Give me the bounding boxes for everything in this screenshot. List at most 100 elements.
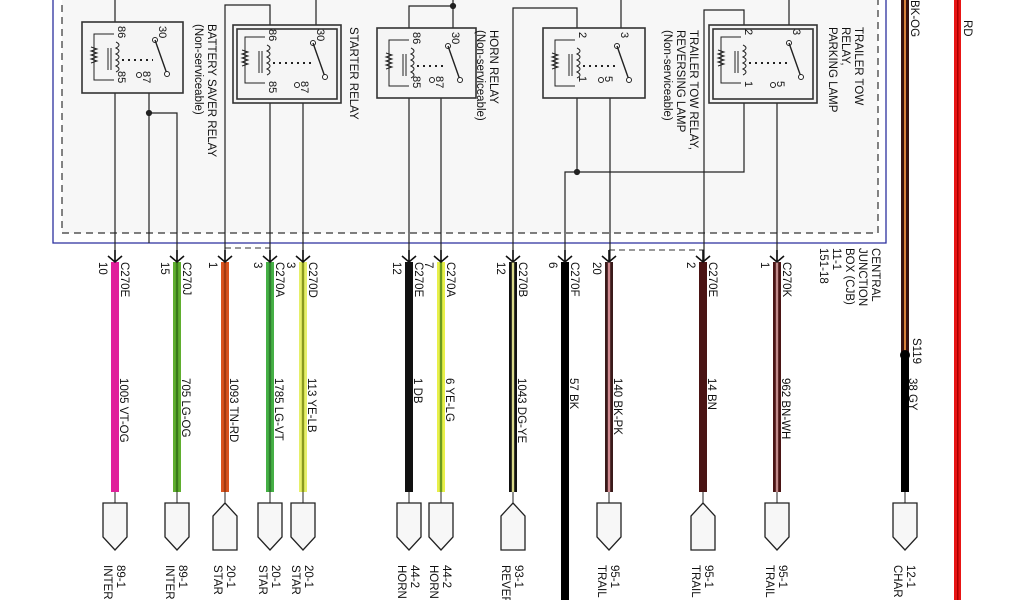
relay-coil-resistor <box>388 39 409 87</box>
destination-name: HORN <box>395 565 407 599</box>
connector-pin-label: 2 <box>684 262 696 268</box>
connector-label: C270F <box>568 262 580 297</box>
junction-box-label-line: CENTRAL <box>869 248 881 302</box>
relay-switch-arm <box>788 42 802 78</box>
destination-arrow-up-icon <box>212 502 238 551</box>
destination-arrow-down-icon <box>428 502 454 551</box>
relay-pin-label: 85 <box>266 81 278 93</box>
connector-pin-label: 1 <box>758 262 770 268</box>
destination-page: 20-1 <box>269 565 281 588</box>
relay-pin-label: 30 <box>156 26 168 38</box>
relay-core <box>258 51 263 73</box>
connector-label: C270B <box>516 262 528 297</box>
relay-pin-label: 5 <box>774 81 786 87</box>
connector-pin-label: 6 <box>546 262 558 268</box>
relay-coil-resistor <box>554 39 575 87</box>
connector-pin-label: 12 <box>494 262 506 275</box>
connector-label: C270E <box>412 262 424 297</box>
connector-terminal-icon <box>217 250 233 264</box>
destination-arrow-down-icon <box>892 502 918 551</box>
relay-switch-arm <box>312 42 326 78</box>
destination-page: 44-2 <box>440 565 452 588</box>
junction-box-outer-border <box>52 0 887 244</box>
junction-box-label-line: JUNCTION <box>856 248 868 306</box>
circuit-label: 6 YE-LG <box>443 378 455 422</box>
relay-contact <box>798 74 804 80</box>
destination-name: STAR <box>211 565 223 595</box>
relay-label: BATTERY SAVER RELAY <box>205 24 217 157</box>
relay-coil-winding <box>575 47 581 79</box>
relay-coil-winding <box>741 44 747 76</box>
connector-terminal-icon <box>557 250 573 264</box>
destination-name: CHAR <box>891 565 903 598</box>
connector-pin-label: 1 <box>206 262 218 268</box>
relay-pin-label: 3 <box>790 29 802 35</box>
wire-stripe <box>607 262 611 492</box>
relay-pin-label: 85 <box>115 71 127 83</box>
destination-page: 95-1 <box>608 565 620 588</box>
destination-name: HORN <box>427 565 439 599</box>
destination-page: 95-1 <box>702 565 714 588</box>
relay-core <box>734 51 739 73</box>
destination-page: 20-1 <box>302 565 314 588</box>
relay-label: TRAILER TOW RELAY, <box>687 30 699 150</box>
circuit-label: 140 BK-PK <box>611 378 623 435</box>
wire-gy <box>901 358 909 492</box>
connector-terminal-icon <box>107 250 123 264</box>
relay-label: (Non-serviceable) <box>474 30 486 121</box>
relay-coil-zigzag <box>550 52 560 70</box>
relay-switch-arm <box>447 45 461 81</box>
circuit-label: 113 YE-LB <box>305 378 317 433</box>
connector-terminal-icon <box>401 250 417 264</box>
circuit-label: 14 BN <box>705 378 717 410</box>
relay-label: HORN RELAY <box>487 30 499 104</box>
splice-label: S119 <box>910 338 922 364</box>
relay-pin-label: 30 <box>314 29 326 41</box>
destination-arrow-down-icon <box>396 502 422 551</box>
destination-arrow-up-icon <box>690 502 716 551</box>
upper-wire-color-code: BK-OG <box>908 0 920 37</box>
destination-arrow-down-icon <box>764 502 790 551</box>
relay-contact <box>770 82 776 88</box>
wire-stripe <box>957 0 959 600</box>
relay-contact <box>136 72 142 78</box>
relay-switch-arm <box>154 39 168 75</box>
relay-coil-zigzag <box>716 49 726 67</box>
connector-pin-label: 12 <box>390 262 402 275</box>
connector-pin-label: 15 <box>158 262 170 275</box>
destination-arrow-down-icon <box>290 502 316 551</box>
destination-page: 93-1 <box>512 565 524 588</box>
internal-wire <box>148 78 178 262</box>
junction-dot <box>573 168 581 176</box>
destination-arrow-up-icon <box>500 502 526 551</box>
wire-stripe <box>223 262 227 492</box>
connector-label: C270D <box>306 262 318 298</box>
wire-stripe <box>439 262 443 492</box>
relay-pin-label: 30 <box>449 32 461 44</box>
circuit-label: 962 BN-WH <box>779 378 791 439</box>
destination-page: 20-1 <box>224 565 236 588</box>
internal-wire <box>224 4 271 262</box>
connector-label: C270A <box>273 262 285 297</box>
destination-name: STAR <box>289 565 301 595</box>
wire-insulation <box>699 262 707 492</box>
relay-pin-label: 85 <box>410 76 422 88</box>
internal-wiring <box>114 0 790 262</box>
connector-label: C270E <box>118 262 130 297</box>
connector-label: C270J <box>180 262 192 295</box>
connector-pin-label: 7 <box>422 262 434 268</box>
circuit-label: 1785 LG-VT <box>272 378 284 441</box>
destination-page: 95-1 <box>776 565 788 588</box>
relay-pin-label: 2 <box>742 29 754 35</box>
splice-dot <box>900 350 910 360</box>
relay-battery-saver: 86 30 85 87 BATTERY SAVER RELAY(Non-servicea… <box>81 21 217 157</box>
relay-label: TRAILER TOW <box>852 27 864 105</box>
relay-pin-label: 1 <box>742 81 754 87</box>
connector-pin-label: 3 <box>251 262 263 268</box>
